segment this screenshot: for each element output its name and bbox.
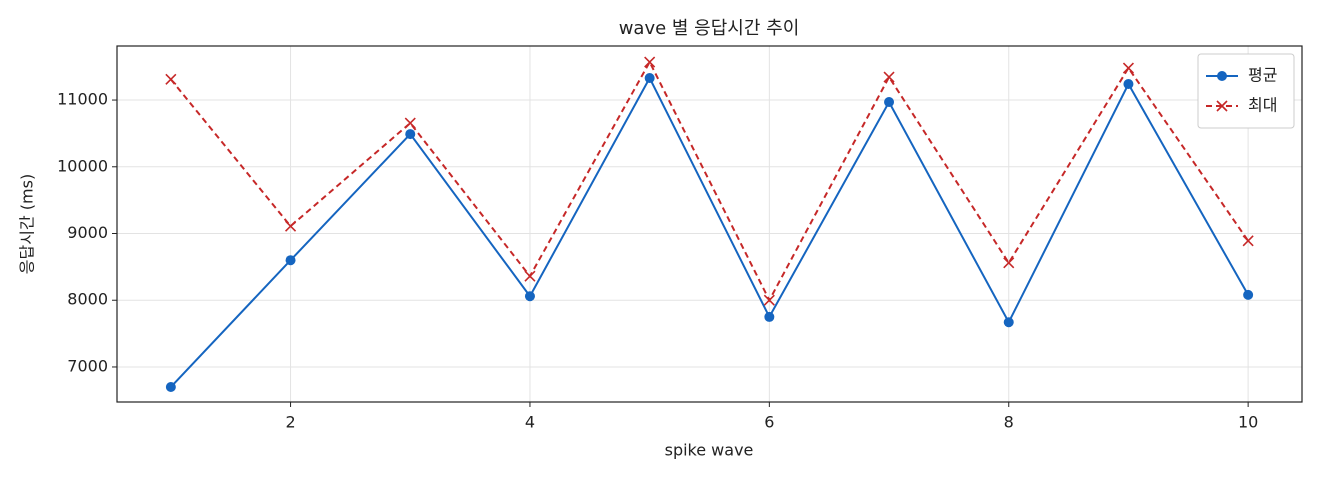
x-axis-label: spike wave — [665, 441, 754, 460]
x-tick-label: 8 — [1004, 413, 1014, 432]
legend-label: 최대 — [1248, 96, 1277, 115]
marker — [1122, 62, 1135, 74]
plot-frame — [116, 45, 1303, 403]
y-tick-label: 7000 — [67, 356, 108, 375]
legend-marker — [1217, 71, 1227, 81]
y-tick-label: 9000 — [67, 223, 108, 242]
x-tick-label: 4 — [525, 413, 535, 432]
marker — [1003, 317, 1014, 328]
marker — [883, 71, 895, 83]
y-axis-label: 응답시간 (ms) — [18, 174, 37, 274]
legend-marker — [1216, 100, 1228, 112]
chart-title: wave 별 응답시간 추이 — [619, 18, 800, 39]
x-tick-label: 2 — [285, 413, 295, 432]
marker — [285, 255, 296, 266]
legend-box — [1197, 53, 1295, 129]
marker — [1003, 257, 1015, 269]
marker — [524, 291, 535, 302]
marker — [884, 97, 895, 108]
marker — [165, 73, 177, 85]
x-tick-label: 6 — [764, 413, 774, 432]
marker — [1242, 235, 1254, 247]
marker — [1123, 79, 1134, 90]
marker — [404, 117, 416, 129]
y-tick-label: 11000 — [57, 90, 108, 109]
marker — [165, 381, 176, 392]
marker — [763, 294, 775, 306]
marker — [524, 270, 536, 282]
marker — [284, 220, 297, 232]
marker — [764, 311, 775, 322]
marker — [1243, 289, 1254, 300]
y-tick-label: 8000 — [67, 290, 108, 309]
series-line — [170, 75, 1250, 388]
x-tick-label: 10 — [1238, 413, 1258, 432]
legend-label: 평균 — [1248, 66, 1277, 85]
marker — [644, 73, 655, 84]
y-tick-label: 10000 — [57, 156, 108, 175]
marker — [405, 129, 416, 140]
series-line — [170, 59, 1249, 303]
marker — [644, 56, 656, 68]
